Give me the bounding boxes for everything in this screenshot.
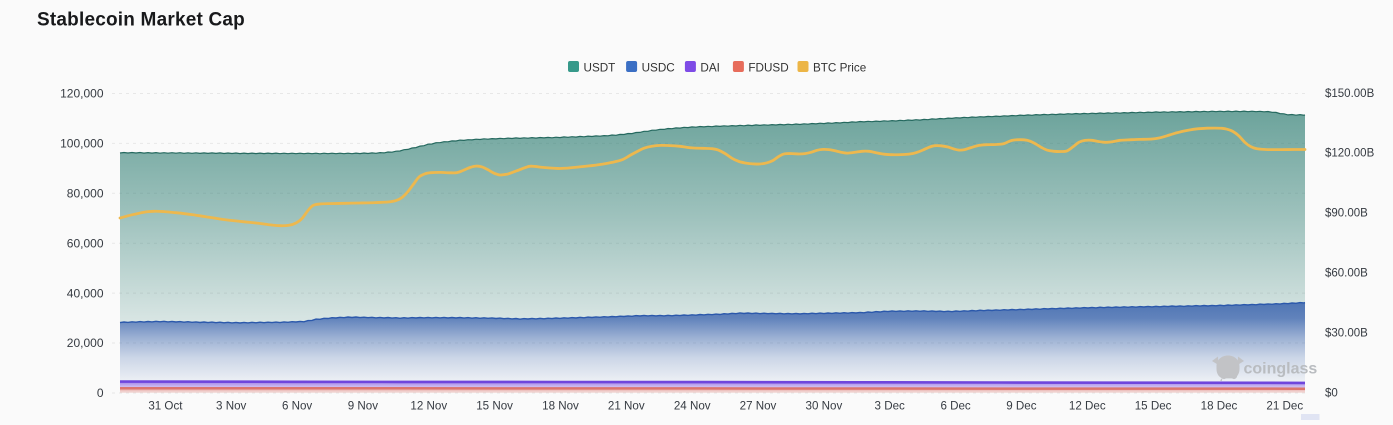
svg-text:100,000: 100,000 (60, 137, 104, 151)
svg-text:21 Dec: 21 Dec (1266, 400, 1303, 413)
svg-text:DAI: DAI (700, 61, 719, 74)
svg-text:$30.00B: $30.00B (1325, 328, 1368, 340)
svg-text:3 Nov: 3 Nov (216, 400, 246, 413)
svg-text:31 Oct: 31 Oct (148, 400, 183, 413)
svg-text:9 Nov: 9 Nov (348, 400, 378, 413)
svg-text:27 Nov: 27 Nov (740, 400, 777, 413)
svg-text:18 Nov: 18 Nov (542, 400, 579, 413)
svg-text:BTC Price: BTC Price (813, 61, 866, 74)
svg-text:21 Nov: 21 Nov (608, 400, 645, 413)
svg-text:15 Nov: 15 Nov (476, 400, 513, 413)
svg-text:0: 0 (97, 386, 104, 400)
svg-text:FDUSD: FDUSD (748, 61, 788, 74)
svg-text:$120.00B: $120.00B (1325, 148, 1375, 160)
svg-text:6 Nov: 6 Nov (282, 400, 312, 413)
svg-text:$150.00B: $150.00B (1325, 88, 1375, 100)
svg-text:Stablecoin Market Cap: Stablecoin Market Cap (37, 10, 245, 31)
svg-text:24 Nov: 24 Nov (674, 400, 711, 413)
svg-text:60,000: 60,000 (67, 236, 104, 250)
svg-text:$90.00B: $90.00B (1325, 208, 1368, 220)
svg-text:40,000: 40,000 (67, 286, 104, 300)
svg-text:$0: $0 (1325, 388, 1338, 400)
svg-text:coinglass: coinglass (1244, 361, 1318, 378)
svg-text:30 Nov: 30 Nov (806, 400, 843, 413)
svg-text:12 Nov: 12 Nov (410, 400, 447, 413)
svg-text:18 Dec: 18 Dec (1201, 400, 1238, 413)
svg-text:USDT: USDT (584, 61, 616, 74)
svg-text:3 Dec: 3 Dec (875, 400, 905, 413)
svg-text:80,000: 80,000 (67, 187, 104, 201)
svg-text:120,000: 120,000 (60, 87, 104, 101)
svg-text:$60.00B: $60.00B (1325, 268, 1368, 280)
svg-text:6 Dec: 6 Dec (940, 400, 970, 413)
svg-text:9 Dec: 9 Dec (1006, 400, 1036, 413)
svg-text:12 Dec: 12 Dec (1069, 400, 1106, 413)
svg-text:USDC: USDC (642, 61, 675, 74)
svg-text:15 Dec: 15 Dec (1135, 400, 1172, 413)
svg-text:20,000: 20,000 (67, 336, 104, 350)
